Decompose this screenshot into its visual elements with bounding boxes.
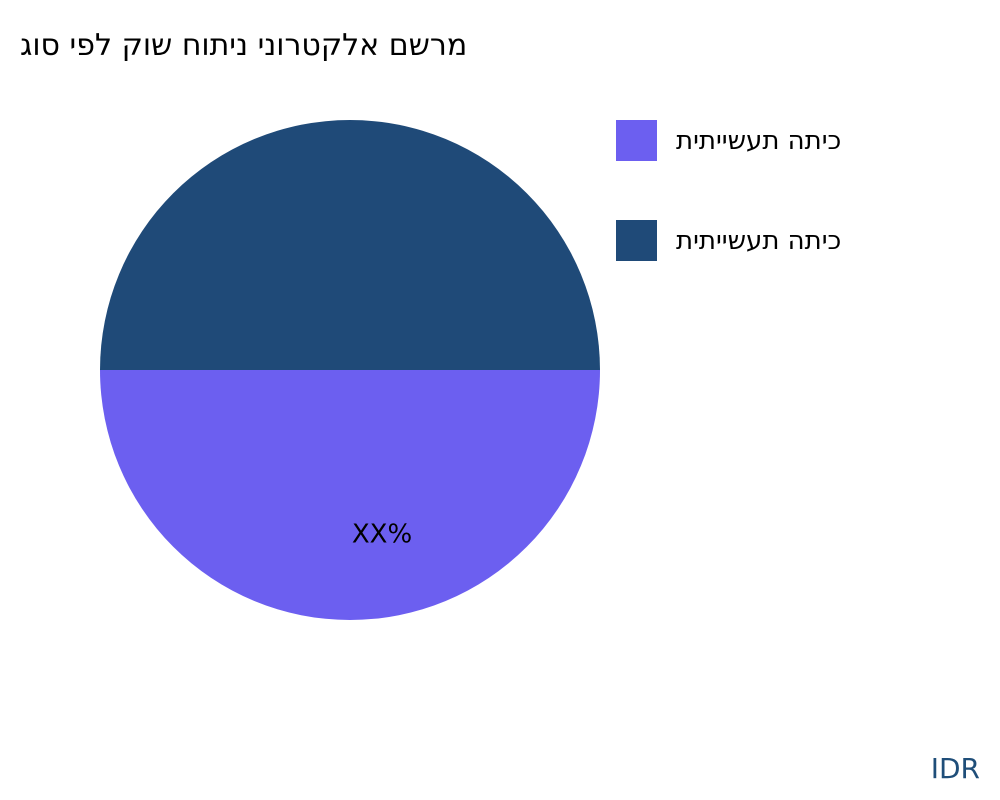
legend-swatch — [616, 120, 657, 161]
pie-slice — [100, 370, 600, 620]
slice-label: XX% — [352, 520, 412, 550]
brand-logo: IDR — [930, 752, 980, 785]
chart-title: מרשם אלקטרוני ניתוח שוק לפי סוג — [20, 28, 468, 63]
legend-swatch — [616, 220, 657, 261]
legend-item: כיתה תעשייתית — [616, 220, 841, 261]
legend-label: כיתה תעשייתית — [676, 225, 842, 256]
pie-slice — [100, 120, 600, 370]
legend-label: כיתה תעשייתית — [676, 125, 842, 156]
legend-item: כיתה תעשייתית — [616, 120, 841, 161]
